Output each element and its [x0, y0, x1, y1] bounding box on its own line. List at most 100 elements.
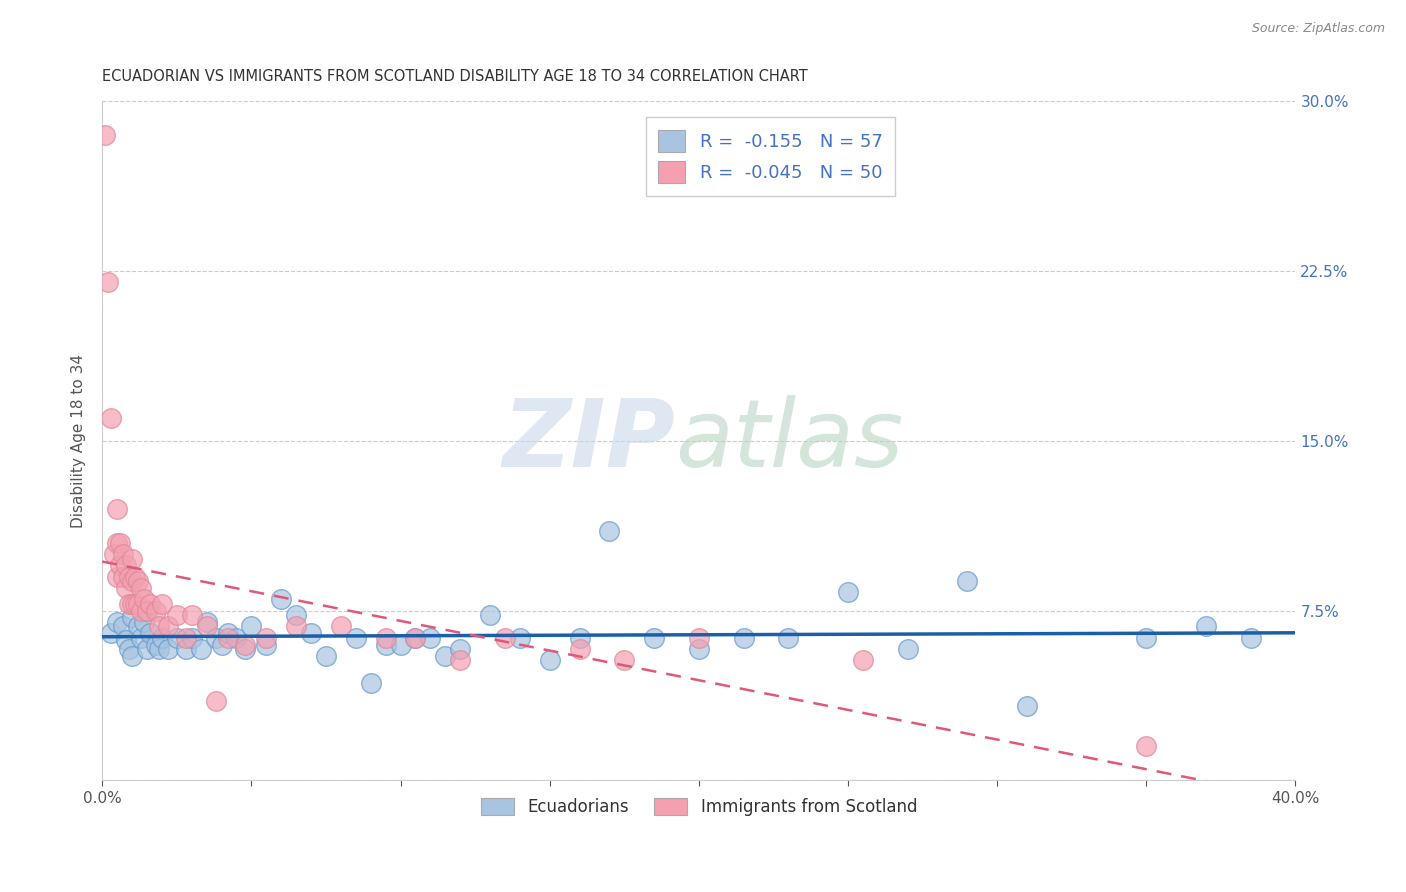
- Point: [136, 603, 159, 617]
- Point: [285, 608, 308, 623]
- Point: [121, 610, 143, 624]
- Y-axis label: Disability Age 18 to 34: Disability Age 18 to 34: [72, 354, 86, 528]
- Point: [190, 642, 212, 657]
- Point: [118, 642, 141, 657]
- Point: [778, 631, 800, 645]
- Text: ZIP: ZIP: [502, 395, 675, 487]
- Point: [108, 558, 131, 573]
- Point: [897, 642, 920, 657]
- Point: [449, 653, 471, 667]
- Point: [139, 626, 162, 640]
- Point: [121, 551, 143, 566]
- Point: [124, 569, 146, 583]
- Point: [389, 638, 412, 652]
- Point: [112, 619, 135, 633]
- Point: [434, 648, 457, 663]
- Point: [156, 619, 179, 633]
- Point: [240, 619, 263, 633]
- Point: [568, 642, 591, 657]
- Point: [419, 631, 441, 645]
- Point: [360, 676, 382, 690]
- Point: [145, 638, 167, 652]
- Point: [180, 631, 202, 645]
- Point: [195, 615, 218, 629]
- Point: [299, 626, 322, 640]
- Point: [118, 569, 141, 583]
- Point: [100, 626, 122, 640]
- Point: [568, 631, 591, 645]
- Point: [127, 574, 149, 589]
- Point: [235, 642, 257, 657]
- Point: [121, 648, 143, 663]
- Point: [150, 597, 173, 611]
- Point: [270, 592, 292, 607]
- Point: [136, 642, 159, 657]
- Point: [235, 638, 257, 652]
- Point: [136, 603, 159, 617]
- Point: [204, 694, 226, 708]
- Point: [121, 574, 143, 589]
- Point: [956, 574, 979, 589]
- Point: [115, 632, 138, 647]
- Point: [688, 642, 710, 657]
- Point: [129, 603, 152, 617]
- Point: [105, 501, 128, 516]
- Point: [105, 569, 128, 583]
- Text: ECUADORIAN VS IMMIGRANTS FROM SCOTLAND DISABILITY AGE 18 TO 34 CORRELATION CHART: ECUADORIAN VS IMMIGRANTS FROM SCOTLAND D…: [103, 69, 808, 84]
- Point: [211, 638, 233, 652]
- Point: [598, 524, 620, 539]
- Point: [225, 631, 247, 645]
- Point: [121, 597, 143, 611]
- Point: [733, 631, 755, 645]
- Point: [494, 631, 516, 645]
- Point: [112, 547, 135, 561]
- Point: [129, 631, 152, 645]
- Point: [315, 648, 337, 663]
- Point: [374, 631, 396, 645]
- Point: [139, 597, 162, 611]
- Point: [118, 597, 141, 611]
- Legend: Ecuadorians, Immigrants from Scotland: Ecuadorians, Immigrants from Scotland: [474, 791, 924, 823]
- Point: [129, 581, 152, 595]
- Point: [254, 631, 277, 645]
- Point: [404, 631, 426, 645]
- Point: [108, 535, 131, 549]
- Point: [94, 128, 117, 143]
- Point: [509, 631, 531, 645]
- Point: [1240, 631, 1263, 645]
- Point: [613, 653, 636, 667]
- Point: [1135, 739, 1157, 754]
- Point: [852, 653, 875, 667]
- Point: [329, 619, 352, 633]
- Point: [204, 631, 226, 645]
- Point: [180, 608, 202, 623]
- Point: [688, 631, 710, 645]
- Point: [643, 631, 665, 645]
- Point: [132, 592, 155, 607]
- Point: [217, 631, 239, 645]
- Point: [479, 608, 502, 623]
- Point: [174, 631, 197, 645]
- Point: [132, 615, 155, 629]
- Point: [217, 626, 239, 640]
- Point: [1135, 631, 1157, 645]
- Text: atlas: atlas: [675, 395, 903, 486]
- Point: [115, 558, 138, 573]
- Point: [538, 653, 561, 667]
- Point: [97, 276, 120, 290]
- Point: [150, 631, 173, 645]
- Point: [344, 631, 367, 645]
- Point: [115, 581, 138, 595]
- Point: [174, 642, 197, 657]
- Text: Source: ZipAtlas.com: Source: ZipAtlas.com: [1251, 22, 1385, 36]
- Point: [1015, 698, 1038, 713]
- Point: [145, 603, 167, 617]
- Point: [166, 608, 188, 623]
- Point: [105, 615, 128, 629]
- Point: [166, 631, 188, 645]
- Point: [103, 547, 125, 561]
- Point: [254, 638, 277, 652]
- Point: [100, 411, 122, 425]
- Point: [1195, 619, 1218, 633]
- Point: [837, 585, 859, 599]
